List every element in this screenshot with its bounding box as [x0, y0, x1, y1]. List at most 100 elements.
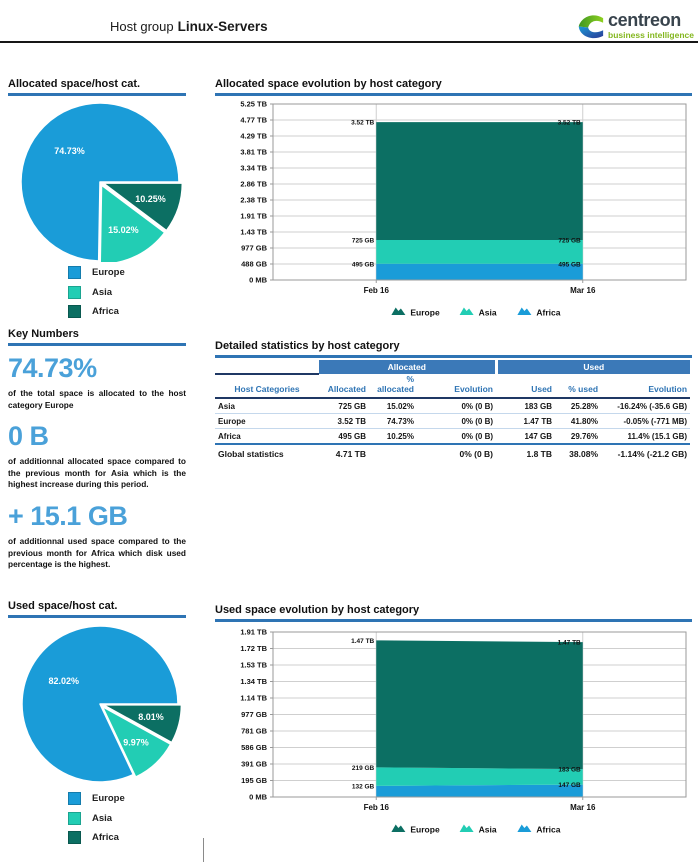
legend-item-asia: Asia — [68, 285, 125, 299]
legend-swatch-africa — [68, 305, 81, 318]
table-footer-cell: Global statistics — [218, 448, 284, 459]
pie-value-label: 9.97% — [123, 737, 149, 747]
legend-area-icon — [517, 824, 532, 832]
header-divider — [0, 41, 698, 43]
table-cell: 41.80% — [555, 413, 602, 429]
legend-label: Europe — [410, 825, 440, 835]
y-tick-label: 1.91 TB — [240, 212, 267, 221]
legend-label: Asia — [479, 308, 497, 318]
pie-value-label: 15.02% — [108, 225, 139, 235]
text-segment: of additionnal allocated space compared … — [8, 456, 186, 478]
y-tick-label: 1.43 TB — [240, 228, 267, 237]
data-label: 1.47 TB — [351, 638, 374, 645]
centreon-logo-icon — [578, 15, 604, 39]
key-number-allocated-share: 74.73% of the total space is allocated t… — [8, 353, 186, 411]
legend-label: Africa — [536, 825, 560, 835]
allocated-pie-legend: Europe Asia Africa — [68, 266, 125, 325]
table-row: Asia 725 GB 15.02% 0% (0 B) 183 GB 25.28% -16.… — [215, 397, 691, 414]
data-label: 3.52 TB — [558, 120, 581, 127]
used-pie-chart: 8.01% 9.97% 82.02% — [21, 625, 183, 783]
table-group-header-row: Allocated Used — [215, 360, 691, 375]
data-label: 132 GB — [352, 783, 375, 790]
legend-area-icon — [517, 307, 532, 315]
legend-label: Africa — [92, 306, 119, 317]
pie-slice-asia — [99, 184, 166, 262]
pie-value-label: 74.73% — [54, 146, 85, 156]
table-cell: Africa — [215, 428, 319, 445]
y-tick-label: 1.14 TB — [240, 694, 267, 703]
plot-border — [272, 103, 687, 281]
y-tick-label: 0 MB — [249, 793, 268, 802]
table-cell: 0% (0 B) — [417, 397, 497, 414]
y-tick-label: 977 GB — [241, 244, 267, 253]
table-row: Europe 3.52 TB 74.73% 0% (0 B) 1.47 TB 41.80%… — [215, 413, 691, 429]
data-label: 183 GB — [558, 767, 581, 774]
x-tick-label: Feb 16 — [364, 286, 390, 295]
data-label: 1.47 TB — [558, 640, 581, 647]
key-number-value: + 15.1 GB — [8, 501, 128, 532]
table-cell: -16.24% (-35.6 GB) — [601, 397, 691, 414]
y-tick-label: 977 GB — [241, 710, 267, 719]
y-tick-label: 4.77 TB — [240, 116, 267, 125]
legend-area-icon — [459, 307, 474, 315]
legend-swatch-europe — [68, 266, 81, 279]
legend-label: Europe — [410, 308, 440, 318]
table-cell: Asia — [215, 397, 319, 414]
legend-swatch-asia — [68, 811, 81, 825]
key-number-used-evolution: + 15.1 GB of additionnal used space comp… — [8, 501, 186, 571]
table-footer-cell: 1.8 TB — [526, 448, 553, 459]
y-tick-label: 1.72 TB — [240, 644, 267, 653]
y-tick-label: 391 GB — [241, 760, 267, 769]
plot-border — [272, 631, 687, 798]
legend-label: Europe — [92, 793, 125, 804]
pie-slice-europe — [21, 625, 179, 783]
allocated-pie-title: Allocated space/host cat. — [8, 78, 141, 90]
page-title: Host group Linux-Servers — [110, 19, 268, 34]
used-evolution-title: Used space evolution by host category — [215, 604, 420, 616]
pie-value-label: 8.01% — [138, 712, 164, 722]
key-number-value: 0 B — [8, 421, 49, 452]
column-header: Host Categories — [215, 374, 319, 399]
key-numbers-section: Key Numbers 74.73% of the total space is… — [8, 328, 186, 571]
table-cell: 495 GB — [319, 428, 369, 445]
logo-text: centreon — [608, 10, 681, 30]
section-underline — [8, 93, 186, 96]
key-number-allocated-evolution: 0 B of additionnal allocated space compa… — [8, 421, 186, 491]
legend-label: Europe — [92, 267, 125, 278]
text-segment-bold: Europe — [44, 399, 74, 410]
table-cell: 25.28% — [555, 397, 602, 414]
table-corner-cell — [215, 360, 319, 375]
pie-slice-africa — [102, 182, 184, 232]
data-label: 219 GB — [352, 765, 375, 772]
group-header-used: Used — [494, 360, 691, 374]
allocated-evolution-chart: 0 MB 488 GB 977 GB 1.43 TB 1.91 TB 2.38 TB 2.8… — [240, 100, 687, 318]
legend-item-asia: Asia — [68, 811, 125, 825]
y-tick-label: 195 GB — [241, 776, 267, 785]
y-tick-label: 1.53 TB — [240, 661, 267, 670]
y-tick-label: 586 GB — [241, 743, 267, 752]
y-tick-label: 2.86 TB — [240, 180, 267, 189]
x-tick-label: Feb 16 — [364, 803, 390, 812]
column-header: Evolution — [601, 374, 691, 399]
data-label: 725 GB — [352, 238, 375, 245]
area-band-africa — [376, 784, 583, 797]
y-tick-label: 3.34 TB — [240, 164, 267, 173]
legend-area-icon — [391, 307, 406, 315]
key-number-text: of the total space is allocated to the h… — [8, 388, 186, 411]
legend-swatch-asia — [68, 285, 81, 299]
table-footer-cell: 4.71 TB — [335, 448, 366, 459]
text-segment: of additionnal used space compared to th… — [8, 536, 186, 558]
table-cell: 29.76% — [555, 428, 602, 445]
legend-label: Africa — [92, 832, 119, 843]
pie-value-label: 82.02% — [48, 676, 79, 686]
table-cell: 1.47 TB — [496, 413, 556, 429]
y-tick-label: 781 GB — [241, 727, 267, 736]
text-segment: which disk used percentage is the highes… — [8, 547, 186, 570]
table-cell: 74.73% — [369, 413, 417, 429]
area-band-asia — [376, 767, 583, 786]
y-tick-label: 5.25 TB — [240, 100, 267, 109]
column-header: % used — [555, 374, 602, 399]
table-cell: 147 GB — [496, 428, 556, 445]
section-underline — [8, 615, 186, 618]
legend-swatch-africa — [68, 831, 81, 844]
